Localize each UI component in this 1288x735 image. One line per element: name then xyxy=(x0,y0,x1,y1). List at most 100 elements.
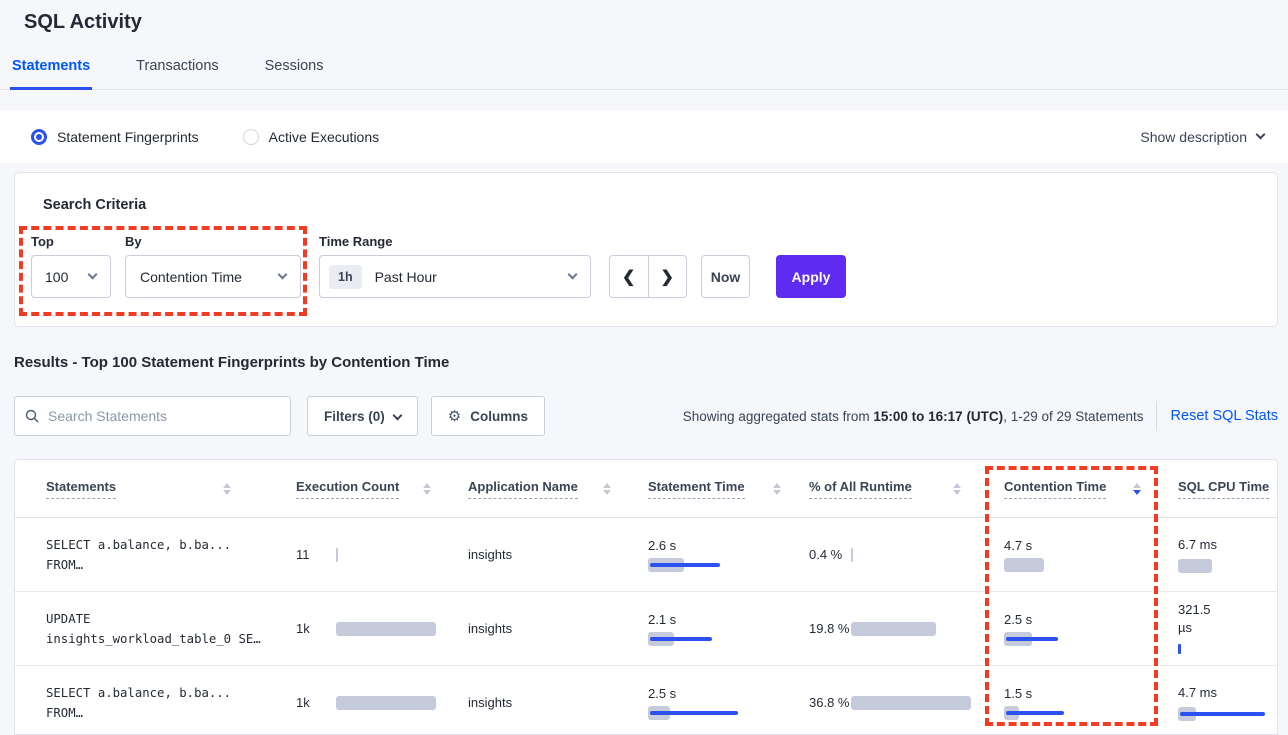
sort-icon[interactable] xyxy=(773,482,781,495)
columns-button[interactable]: ⚙ Columns xyxy=(430,396,545,436)
table-header-row: Statements Execution Count Application N… xyxy=(15,460,1277,518)
sort-icon[interactable] xyxy=(223,482,231,495)
cell-statement-time: 2.5 s xyxy=(625,686,795,720)
runtime-pct-bar xyxy=(850,547,975,562)
radio-label: Statement Fingerprints xyxy=(57,128,199,145)
column-header-runtime-pct[interactable]: % of All Runtime xyxy=(795,479,975,499)
results-heading: Results - Top 100 Statement Fingerprints… xyxy=(14,354,450,371)
radio-unselected-icon xyxy=(242,128,259,145)
cell-execution-count: 1k xyxy=(265,695,445,710)
table-row[interactable]: SELECT a.balance, b.ba... FROM… 11 insig… xyxy=(15,518,1277,592)
chevron-down-icon xyxy=(567,269,578,280)
cell-sql-cpu-time: 321.5 µs xyxy=(1155,601,1265,656)
top-select[interactable]: 100 xyxy=(31,255,111,298)
sql-cpu-value: 321.5 µs xyxy=(1178,602,1211,635)
search-icon xyxy=(25,409,39,423)
cell-application-name: insights xyxy=(445,695,625,710)
statement-time-value: 2.1 s xyxy=(648,611,677,627)
sql-cpu-bar xyxy=(1178,642,1268,656)
columns-label: Columns xyxy=(470,408,528,424)
cell-application-name: insights xyxy=(445,621,625,636)
sql-cpu-value: 6.7 ms xyxy=(1178,537,1218,552)
cell-statement-time: 2.6 s xyxy=(625,538,795,572)
column-header-statements[interactable]: Statements xyxy=(15,479,265,499)
search-criteria-card: Search Criteria Top By Time Range 100 Co… xyxy=(14,172,1278,327)
search-statements-box xyxy=(14,396,291,436)
apply-button[interactable]: Apply xyxy=(776,255,846,298)
tab-statements[interactable]: Statements xyxy=(10,58,93,90)
tab-sessions[interactable]: Sessions xyxy=(264,58,324,74)
runtime-pct-bar xyxy=(850,621,975,636)
toolbar-divider xyxy=(1155,401,1157,431)
chevron-down-icon xyxy=(277,269,288,280)
cell-runtime-pct: 36.8 % xyxy=(795,694,975,712)
view-toggle-band: Statement Fingerprints Active Executions… xyxy=(0,110,1288,163)
sql-cpu-bar xyxy=(1178,707,1268,721)
cell-runtime-pct: 19.8 % xyxy=(795,620,975,638)
results-toolbar: Filters (0) ⚙ Columns Showing aggregated… xyxy=(14,396,1278,436)
execution-count-value: 11 xyxy=(296,547,310,562)
cell-contention-time: 4.7 s xyxy=(975,538,1155,572)
radio-selected-icon xyxy=(31,128,47,145)
cell-statement[interactable]: UPDATE insights_workload_table_0 SE… xyxy=(15,609,265,649)
time-range-label: Time Range xyxy=(319,234,393,249)
page-title: SQL Activity xyxy=(24,11,142,33)
table-body: SELECT a.balance, b.ba... FROM… 11 insig… xyxy=(15,518,1277,734)
column-header-application-name[interactable]: Application Name xyxy=(445,479,625,499)
now-button[interactable]: Now xyxy=(701,255,750,298)
table-row[interactable]: SELECT a.balance, b.ba... FROM… 1k insig… xyxy=(15,666,1277,734)
contention-time-bar xyxy=(1004,631,1114,646)
tab-bar: Statements Transactions Sessions xyxy=(0,58,1288,90)
time-range-badge: 1h xyxy=(329,264,362,289)
sort-icon[interactable] xyxy=(603,482,611,495)
execution-count-bar xyxy=(335,621,445,636)
by-select-value: Contention Time xyxy=(140,268,242,285)
contention-time-bar xyxy=(1004,705,1114,720)
statement-line-2: FROM… xyxy=(46,705,84,720)
sort-icon[interactable] xyxy=(953,482,961,495)
column-header-execution-count[interactable]: Execution Count xyxy=(265,479,445,499)
cell-contention-time: 1.5 s xyxy=(975,686,1155,720)
cell-runtime-pct: 0.4 % xyxy=(795,546,975,564)
execution-count-bar xyxy=(335,547,445,562)
by-label: By xyxy=(125,234,142,249)
tab-transactions[interactable]: Transactions xyxy=(136,58,219,74)
column-header-contention-time[interactable]: Contention Time xyxy=(975,479,1155,499)
reset-sql-stats-link[interactable]: Reset SQL Stats xyxy=(1170,408,1278,424)
search-statements-input[interactable] xyxy=(48,408,280,424)
sql-cpu-bar xyxy=(1178,559,1268,573)
cell-execution-count: 11 xyxy=(265,547,445,562)
execution-count-value: 1k xyxy=(296,695,310,710)
cell-contention-time: 2.5 s xyxy=(975,612,1155,646)
show-description-toggle[interactable]: Show description xyxy=(1140,128,1266,145)
time-range-select[interactable]: 1h Past Hour xyxy=(319,255,591,298)
chevron-down-icon xyxy=(1255,129,1266,140)
runtime-pct-bar xyxy=(850,695,975,710)
cell-execution-count: 1k xyxy=(265,621,445,636)
filters-button[interactable]: Filters (0) xyxy=(307,396,418,436)
radio-active-executions[interactable]: Active Executions xyxy=(242,128,379,145)
application-name-value: insights xyxy=(468,547,513,562)
statement-line-2: insights_workload_table_0 SE… xyxy=(46,631,261,646)
application-name-value: insights xyxy=(468,695,513,710)
statement-time-value: 2.5 s xyxy=(648,685,677,701)
radio-statement-fingerprints[interactable]: Statement Fingerprints xyxy=(31,128,199,145)
execution-count-value: 1k xyxy=(296,621,310,636)
contention-time-value: 1.5 s xyxy=(1004,685,1033,701)
cell-statement[interactable]: SELECT a.balance, b.ba... FROM… xyxy=(15,535,265,575)
prev-time-button[interactable]: ❮ xyxy=(610,256,649,297)
sort-icon[interactable] xyxy=(423,482,431,495)
show-description-label: Show description xyxy=(1140,128,1247,145)
search-criteria-title: Search Criteria xyxy=(43,197,147,213)
cell-statement[interactable]: SELECT a.balance, b.ba... FROM… xyxy=(15,683,265,723)
runtime-pct-value: 19.8 % xyxy=(809,620,850,636)
next-time-button[interactable]: ❯ xyxy=(660,268,674,286)
column-header-statement-time[interactable]: Statement Time xyxy=(625,479,795,499)
column-header-sql-cpu-time[interactable]: SQL CPU Time xyxy=(1155,479,1270,499)
statement-time-bar xyxy=(648,705,758,720)
cell-statement-time: 2.1 s xyxy=(625,612,795,646)
sort-icon[interactable] xyxy=(1133,482,1141,495)
table-row[interactable]: UPDATE insights_workload_table_0 SE… 1k … xyxy=(15,592,1277,666)
by-select[interactable]: Contention Time xyxy=(125,255,301,298)
